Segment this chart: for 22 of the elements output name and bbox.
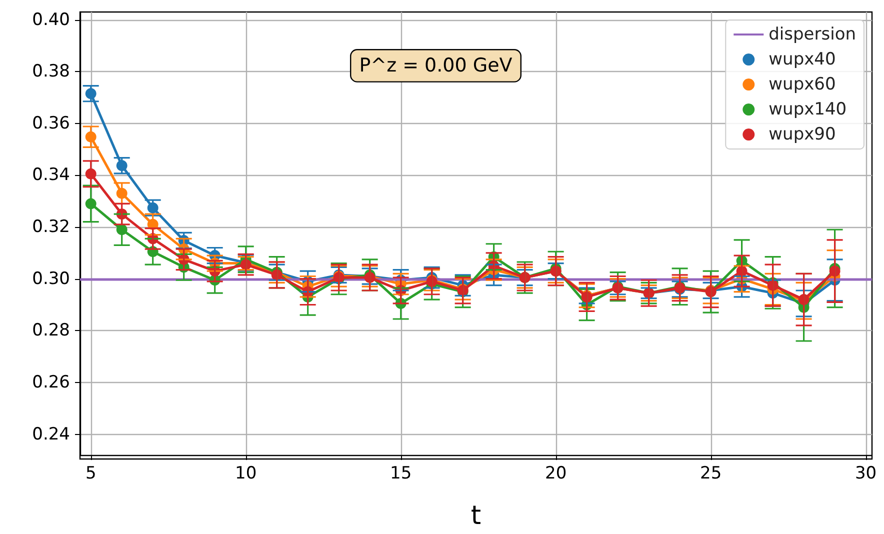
legend-label: wupx40 [768,50,836,70]
y-tick-label: 0.36 [32,113,70,134]
legend-label: wupx60 [768,74,836,94]
annotation: P^z = 0.00 GeV [359,54,512,77]
y-tick-label: 0.26 [32,372,70,392]
y-tick-label: 0.34 [32,165,70,186]
x-tick-label: 30 [854,464,877,484]
x-axis-title: t [470,501,482,531]
y-tick-label: 0.30 [32,268,70,289]
y-tick-label: 0.28 [32,320,70,341]
legend-label: wupx140 [768,100,847,120]
y-tick-label: 0.24 [32,424,70,444]
y-tick-label: 0.40 [32,10,70,30]
x-tick-label: 25 [700,464,722,484]
x-tick-label: 5 [85,464,96,484]
y-tick-label: 0.38 [32,62,70,82]
y-tick-label: 0.32 [32,217,70,238]
legend-label: wupx90 [768,124,836,144]
x-tick-label: 10 [235,464,257,484]
legend-label: dispersion [768,24,856,44]
x-tick-label: 20 [545,464,567,484]
x-tick-label: 15 [390,464,412,484]
